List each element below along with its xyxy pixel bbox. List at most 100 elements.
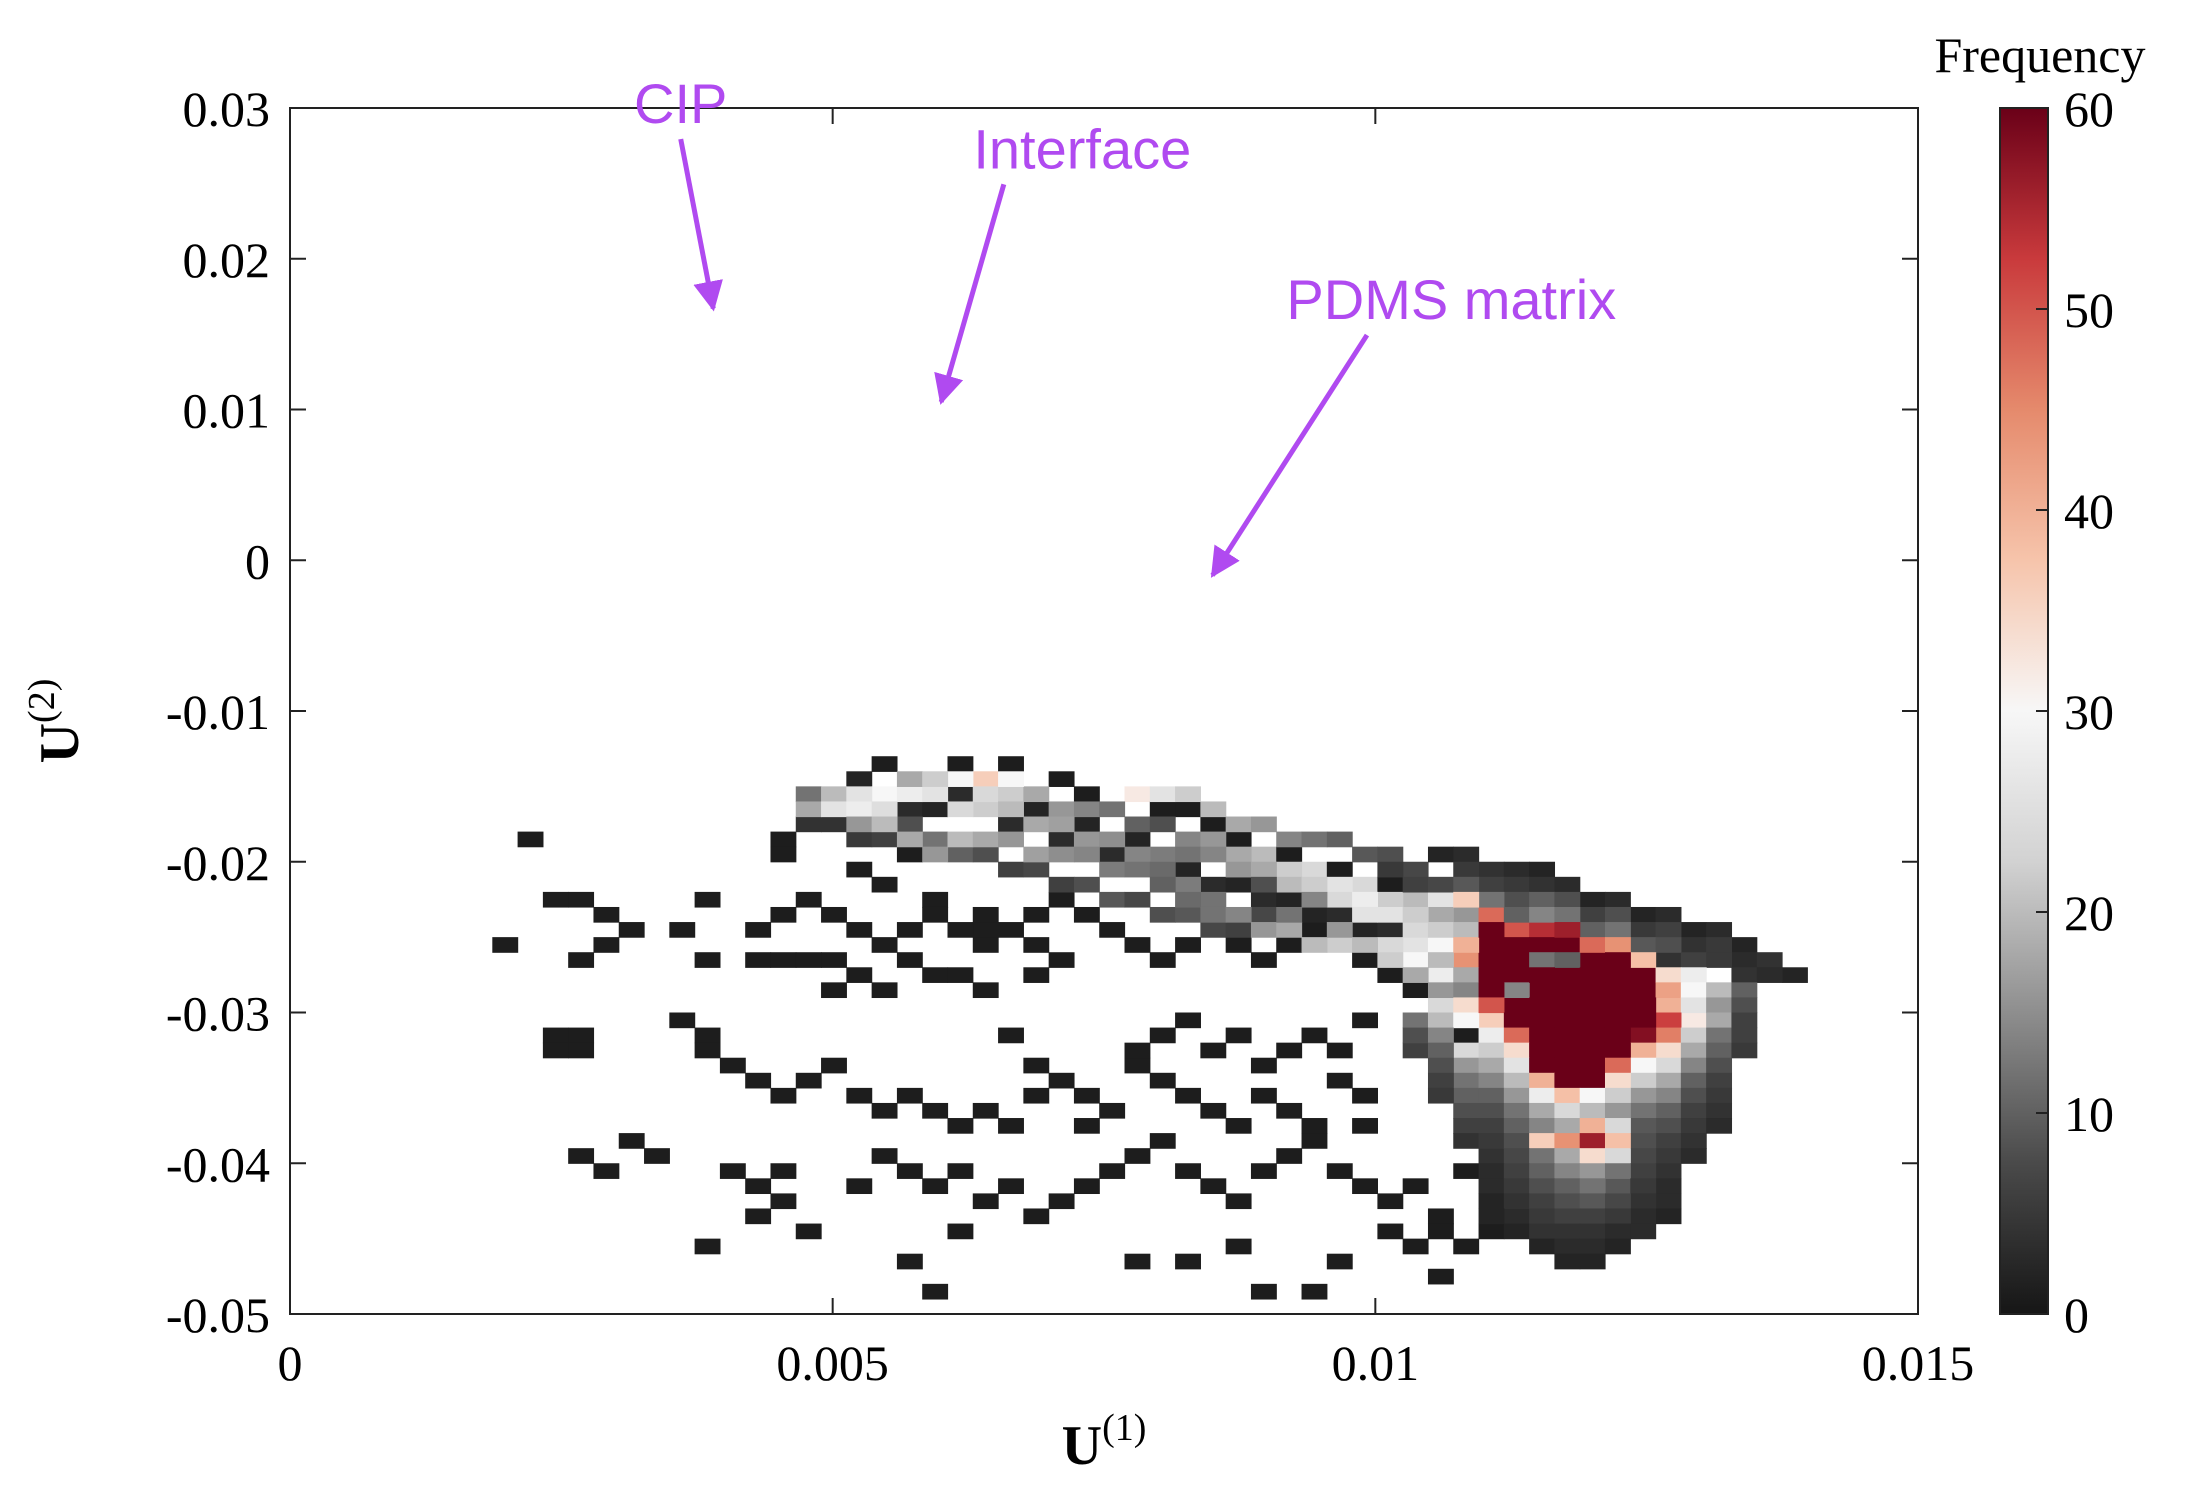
heatmap-cell [1023,846,1050,863]
heatmap-cell [1680,1072,1707,1089]
heatmap-cell [1503,952,1530,968]
y-tick-label: -0.05 [166,1287,270,1343]
heatmap-cell [1073,1178,1100,1195]
heatmap-cell [770,906,797,923]
heatmap-cell [972,771,999,787]
heatmap-cell [1225,1027,1252,1044]
heatmap-cell [1149,1027,1176,1044]
heatmap-cell [1200,816,1227,833]
heatmap-cell [1655,1208,1682,1225]
heatmap-cell [1529,1193,1556,1210]
heatmap-cell [1579,952,1606,968]
heatmap-cell [1301,876,1328,893]
heatmap-cell [1706,1102,1733,1119]
heatmap-cell [871,756,898,772]
y-tick-label: 0 [245,533,270,589]
heatmap-cell [1352,952,1378,968]
colorbar-tick-label: 40 [2064,483,2114,539]
heatmap-cell [922,891,949,908]
heatmap-cell [1225,937,1252,953]
heatmap-cell [795,952,822,968]
heatmap-cell [1478,922,1505,938]
heatmap-cell [1048,891,1075,908]
heatmap-cell [1453,1012,1480,1029]
heatmap-cell [694,1238,721,1255]
heatmap-cell [846,801,873,818]
heatmap-cell [1655,1072,1682,1089]
heatmap-cell [1453,922,1480,938]
heatmap-cell [821,1057,847,1074]
heatmap-cell [1655,1193,1682,1210]
heatmap-cell [1478,1223,1505,1240]
colorbar-tick-label: 60 [2064,81,2114,137]
heatmap-cell [1124,786,1151,803]
heatmap-cell [1326,891,1353,908]
heatmap-cell [1200,922,1227,938]
heatmap-cell [1630,1102,1657,1119]
heatmap-cell [1073,786,1100,803]
heatmap-cell [795,786,822,803]
colorbar-tick-label: 30 [2064,684,2114,740]
heatmap-cell [1377,952,1404,968]
heatmap-cell [1655,1118,1682,1134]
heatmap-cell [1579,1253,1606,1270]
heatmap-cell [1579,1012,1606,1029]
heatmap-cell [1655,906,1682,923]
heatmap-cell [821,816,847,833]
y-tick-label: 0.03 [183,81,271,137]
annotation-arrow [1210,333,1370,578]
heatmap-cell [1503,1118,1530,1134]
heatmap-cell [1706,1012,1733,1029]
heatmap-cell [1175,906,1201,923]
heatmap-cell [1503,906,1530,923]
heatmap-cell [1630,1193,1657,1210]
colorbar-ticks: 0 10 20 30 40 50 60 [2036,81,2114,1343]
heatmap-cell [1200,876,1227,893]
heatmap-cell [871,982,898,999]
heatmap-cell [1655,1057,1682,1074]
heatmap-cell [694,891,721,908]
heatmap-cell [998,922,1024,938]
heatmap-cell [896,771,923,787]
heatmap-cell [1073,801,1100,818]
heatmap-cell [1427,1042,1454,1059]
heatmap-cell [1630,1133,1657,1149]
heatmap-cell [1073,906,1100,923]
heatmap-cell [1579,1057,1606,1074]
heatmap-cells [492,756,1808,1300]
heatmap-cell [1023,816,1050,833]
heatmap-cell [1604,1133,1631,1149]
heatmap-cell [1630,952,1657,968]
heatmap-cell [1352,906,1378,923]
heatmap-cell [1706,1118,1733,1134]
heatmap-cell [1554,1208,1581,1225]
heatmap-cell [1427,906,1454,923]
heatmap-cell [1630,1057,1657,1074]
heatmap-cell [896,1087,923,1104]
heatmap-cell [1503,1223,1530,1240]
heatmap-cell [618,922,645,938]
heatmap-cell [1579,1238,1606,1255]
heatmap-cell [1301,1133,1328,1149]
heatmap-cell [998,816,1024,833]
heatmap-cell [1478,1148,1505,1164]
heatmap-cell [1478,1178,1505,1195]
heatmap-cell [1604,1163,1631,1179]
heatmap-cell [1352,1012,1378,1029]
heatmap-cell [568,891,595,908]
heatmap-cell [1250,922,1277,938]
heatmap-cell [1250,891,1277,908]
heatmap-cell [1731,937,1758,953]
heatmap-cell [1301,922,1328,938]
heatmap-cell [1250,846,1277,863]
heatmap-cell [1655,1148,1682,1164]
heatmap-cell [1276,846,1303,863]
heatmap-cell [745,1178,772,1195]
heatmap-cell [1503,1057,1530,1074]
heatmap-cell [1377,922,1404,938]
heatmap-cell [1731,1012,1758,1029]
heatmap-cell [1200,1102,1227,1119]
heatmap-cell [1175,1253,1201,1270]
y-tick-label: -0.03 [166,986,270,1042]
